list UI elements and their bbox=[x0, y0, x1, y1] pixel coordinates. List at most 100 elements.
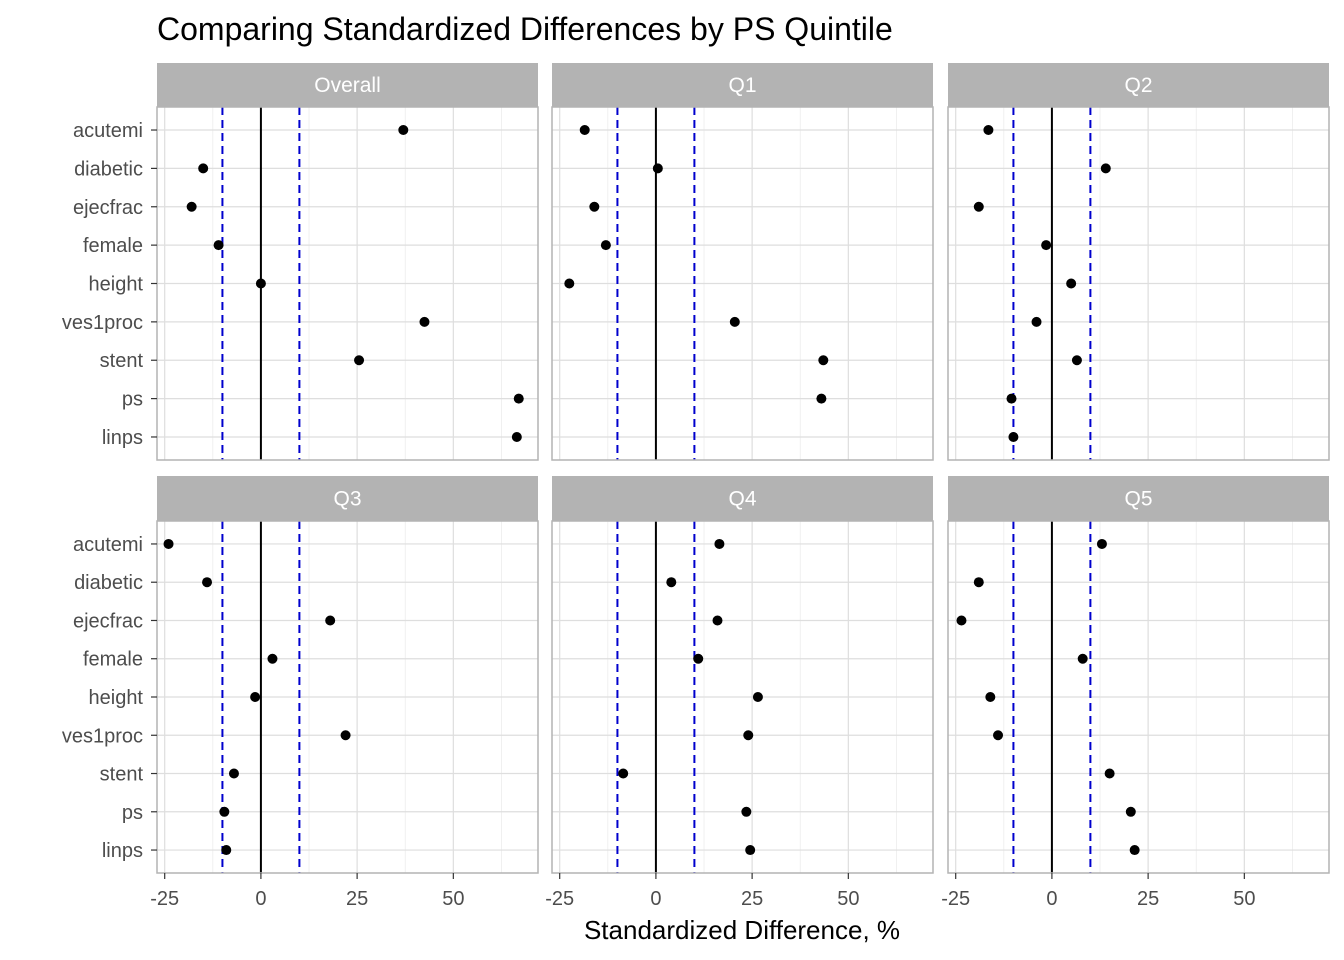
data-point bbox=[511, 431, 522, 442]
facet-q5: Q5 bbox=[947, 476, 1330, 874]
data-point bbox=[1031, 316, 1042, 327]
x-tick-label: 0 bbox=[1046, 888, 1057, 910]
facet-q3: Q3 bbox=[156, 476, 539, 874]
y-tick-label: ejecfrac bbox=[73, 610, 143, 632]
y-tick-label: ps bbox=[122, 389, 143, 411]
chart-title: Comparing Standardized Differences by PS… bbox=[157, 11, 893, 47]
data-point bbox=[816, 393, 827, 404]
facet-strip-label: Overall bbox=[314, 74, 381, 97]
y-tick-label: ves1proc bbox=[62, 312, 143, 334]
data-point bbox=[600, 240, 611, 251]
facet-q4: Q4 bbox=[551, 476, 934, 874]
y-tick-label: ejecfrac bbox=[73, 197, 143, 219]
facet-strip-label: Q2 bbox=[1124, 74, 1152, 97]
y-tick-label: linps bbox=[102, 840, 143, 862]
data-point bbox=[228, 768, 239, 779]
facet-strip-label: Q1 bbox=[728, 74, 756, 97]
data-point bbox=[652, 163, 663, 174]
data-point bbox=[1129, 845, 1140, 856]
y-tick-label: acutemi bbox=[73, 120, 143, 142]
y-tick-label: acutemi bbox=[73, 534, 143, 556]
x-tick-label: -25 bbox=[545, 888, 574, 910]
data-point bbox=[993, 730, 1004, 741]
data-point bbox=[714, 538, 725, 549]
data-point bbox=[198, 163, 209, 174]
y-tick-label: linps bbox=[102, 427, 143, 449]
x-axis-label: Standardized Difference, % bbox=[584, 915, 900, 945]
facet-strip-label: Q3 bbox=[333, 488, 361, 511]
data-point bbox=[985, 692, 996, 702]
y-tick-label: height bbox=[89, 274, 144, 296]
data-point bbox=[325, 615, 336, 626]
facet-strip bbox=[948, 63, 1329, 107]
facet-strip bbox=[552, 476, 933, 521]
facet-strip bbox=[552, 63, 933, 107]
data-point bbox=[1077, 653, 1088, 664]
y-tick-label: female bbox=[83, 649, 143, 671]
y-tick-label: female bbox=[83, 235, 143, 257]
y-tick-label: height bbox=[89, 687, 144, 709]
data-point bbox=[340, 730, 351, 741]
y-tick-label: ps bbox=[122, 802, 143, 824]
data-point bbox=[255, 278, 266, 289]
data-point bbox=[1041, 240, 1052, 251]
facet-strip bbox=[948, 476, 1329, 521]
data-point bbox=[1125, 806, 1136, 817]
data-point bbox=[741, 806, 752, 817]
x-tick-label: 50 bbox=[837, 888, 859, 910]
data-point bbox=[213, 240, 224, 251]
data-point bbox=[579, 125, 590, 136]
data-point bbox=[1096, 538, 1107, 549]
facet-q2: Q2 bbox=[947, 63, 1330, 461]
x-tick-label: -25 bbox=[941, 888, 970, 910]
data-point bbox=[564, 278, 575, 289]
facet-strip bbox=[157, 476, 538, 521]
y-tick-label: stent bbox=[100, 350, 144, 372]
facet-strip-label: Q4 bbox=[728, 488, 756, 511]
data-point bbox=[1104, 768, 1115, 779]
data-point bbox=[983, 125, 994, 136]
data-point bbox=[973, 577, 984, 588]
data-point bbox=[729, 316, 740, 327]
data-point bbox=[513, 393, 524, 404]
facet-q1: Q1 bbox=[551, 63, 934, 461]
data-point bbox=[618, 768, 629, 779]
data-point bbox=[956, 615, 967, 626]
data-point bbox=[973, 201, 984, 212]
data-point bbox=[712, 615, 723, 626]
data-point bbox=[1008, 431, 1019, 442]
data-point bbox=[1006, 393, 1017, 404]
data-point bbox=[745, 845, 756, 856]
y-tick-label: diabetic bbox=[74, 158, 143, 180]
facet-overall: Overall bbox=[156, 63, 539, 461]
data-point bbox=[1071, 355, 1082, 366]
x-tick-label: 50 bbox=[1233, 888, 1255, 910]
data-point bbox=[250, 692, 261, 702]
data-point bbox=[219, 806, 230, 817]
x-tick-label: 25 bbox=[1137, 888, 1159, 910]
data-point bbox=[1100, 163, 1111, 174]
data-point bbox=[419, 316, 430, 327]
x-tick-label: 25 bbox=[741, 888, 763, 910]
x-axes: -25 0 25 50 -25 0 25 50 -25 0 25 50 bbox=[150, 873, 1255, 910]
y-axes: acutemi diabetic ejecfrac female height ves1p… bbox=[62, 120, 157, 862]
data-point bbox=[221, 845, 232, 856]
data-point bbox=[693, 653, 704, 664]
data-point bbox=[1066, 278, 1077, 289]
facet-panels: Overall Q1 Q2 Q3 Q4 Q5 bbox=[156, 63, 1330, 874]
data-point bbox=[666, 577, 677, 588]
data-point bbox=[186, 201, 197, 212]
data-point bbox=[354, 355, 365, 366]
data-point bbox=[202, 577, 213, 588]
x-tick-label: 0 bbox=[255, 888, 266, 910]
panel-border bbox=[551, 520, 934, 874]
y-tick-label: stent bbox=[100, 764, 144, 786]
y-tick-label: diabetic bbox=[74, 572, 143, 594]
y-tick-label: ves1proc bbox=[62, 725, 143, 747]
data-point bbox=[818, 355, 829, 366]
facet-strip-label: Q5 bbox=[1124, 488, 1152, 511]
data-point bbox=[398, 125, 409, 136]
x-tick-label: 25 bbox=[346, 888, 368, 910]
panel-border bbox=[947, 106, 1330, 461]
